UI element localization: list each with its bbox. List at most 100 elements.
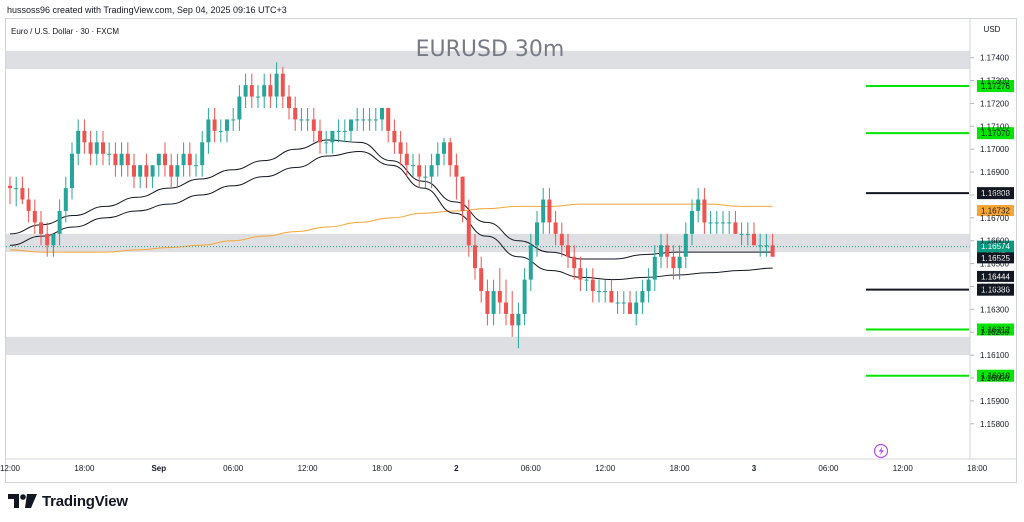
candle: [231, 108, 236, 131]
y-tick-label: 1.16800: [980, 191, 1009, 200]
symbol-description[interactable]: Euro / U.S. Dollar · 30 · FXCM: [11, 27, 120, 36]
candle: [634, 291, 639, 326]
candle-body: [20, 188, 25, 200]
candle: [113, 142, 118, 177]
candle-body: [274, 73, 279, 97]
candle: [107, 142, 112, 166]
candle: [361, 108, 366, 131]
x-tick-label: 06:00: [521, 464, 542, 473]
candle-body: [169, 165, 174, 177]
candle-body: [460, 176, 465, 211]
candle-body: [39, 222, 43, 234]
candle-body: [249, 85, 254, 97]
candle-body: [336, 130, 341, 132]
candle: [32, 199, 37, 234]
candle: [218, 119, 223, 143]
candle-body: [733, 222, 738, 234]
candle-body: [770, 245, 775, 257]
candle-body: [392, 130, 397, 143]
y-tick-label: 1.15800: [980, 420, 1009, 429]
candle: [615, 291, 620, 314]
candle: [516, 302, 521, 349]
candle-body: [324, 142, 329, 144]
zone-band: [6, 336, 970, 356]
x-tick-label: 06:00: [818, 464, 839, 473]
candle: [708, 210, 713, 234]
y-tick-label: 1.17100: [980, 122, 1009, 131]
candle: [268, 73, 273, 109]
candle-body: [163, 153, 167, 166]
candle: [702, 188, 707, 234]
candle-body: [94, 142, 99, 154]
candle: [132, 153, 136, 189]
candle-body: [218, 130, 223, 132]
candle: [150, 165, 155, 189]
candle: [156, 153, 161, 177]
candle-body: [764, 245, 769, 247]
candle-body: [634, 302, 639, 314]
candle-body: [727, 222, 732, 224]
candle: [200, 130, 205, 177]
candle: [262, 73, 267, 109]
candle-body: [299, 119, 304, 121]
chart-credit: hussoss96 created with TradingView.com, …: [7, 5, 287, 15]
candle: [423, 165, 428, 189]
candle-body: [535, 222, 539, 246]
candle-body: [138, 165, 143, 177]
candle: [448, 137, 453, 177]
candle: [187, 142, 192, 177]
candle-body: [454, 165, 459, 177]
candle: [510, 291, 515, 337]
candle-body: [386, 108, 391, 131]
candle-body: [101, 142, 105, 154]
y-tick-label: 1.16400: [980, 282, 1009, 291]
candle: [597, 279, 601, 303]
candle: [144, 153, 149, 189]
candle-body: [448, 142, 453, 166]
x-tick-label: 18:00: [967, 464, 988, 473]
candle: [373, 108, 378, 131]
price-tag-label: 1.16732: [981, 207, 1010, 216]
level-tag: [977, 369, 1014, 382]
candle: [398, 130, 403, 166]
tradingview-logo[interactable]: TradingView: [8, 490, 128, 512]
candle: [671, 245, 676, 280]
candle-body: [690, 210, 694, 234]
candle-body: [287, 96, 291, 109]
candle: [404, 142, 409, 177]
currency-label[interactable]: USD: [983, 25, 1001, 34]
candle-body: [367, 119, 372, 121]
candle-body: [584, 279, 589, 281]
candle: [305, 108, 310, 131]
candle-body: [485, 291, 490, 314]
candle: [528, 233, 533, 292]
level-tag-label: 1.16212: [981, 326, 1010, 335]
candle-body: [640, 291, 645, 303]
candle: [764, 233, 769, 257]
candle: [349, 119, 353, 143]
candle-body: [621, 302, 626, 304]
x-tick-label: 12:00: [595, 464, 616, 473]
candle: [454, 153, 459, 200]
candle-body: [479, 268, 484, 292]
alert-icon[interactable]: [873, 443, 889, 459]
candle: [318, 119, 322, 154]
candle-body: [380, 108, 384, 120]
candle-body: [510, 313, 515, 326]
candle: [175, 153, 180, 189]
candle-body: [708, 222, 713, 224]
y-tick-label: 1.15900: [980, 397, 1009, 406]
candle: [603, 279, 608, 303]
candle: [293, 96, 298, 131]
candle-body: [32, 210, 37, 223]
candle: [63, 176, 68, 223]
tradingview-brand: TradingView: [42, 492, 128, 510]
candle-body: [181, 153, 186, 166]
candle-body: [293, 108, 298, 120]
candle: [522, 268, 527, 326]
levels-layer: 1.17276 1.17070 1.16808 1.16386 1.16212 1.160…: [6, 80, 1014, 382]
candle: [659, 233, 663, 269]
candle-body: [237, 96, 242, 120]
candle-body: [677, 256, 682, 269]
